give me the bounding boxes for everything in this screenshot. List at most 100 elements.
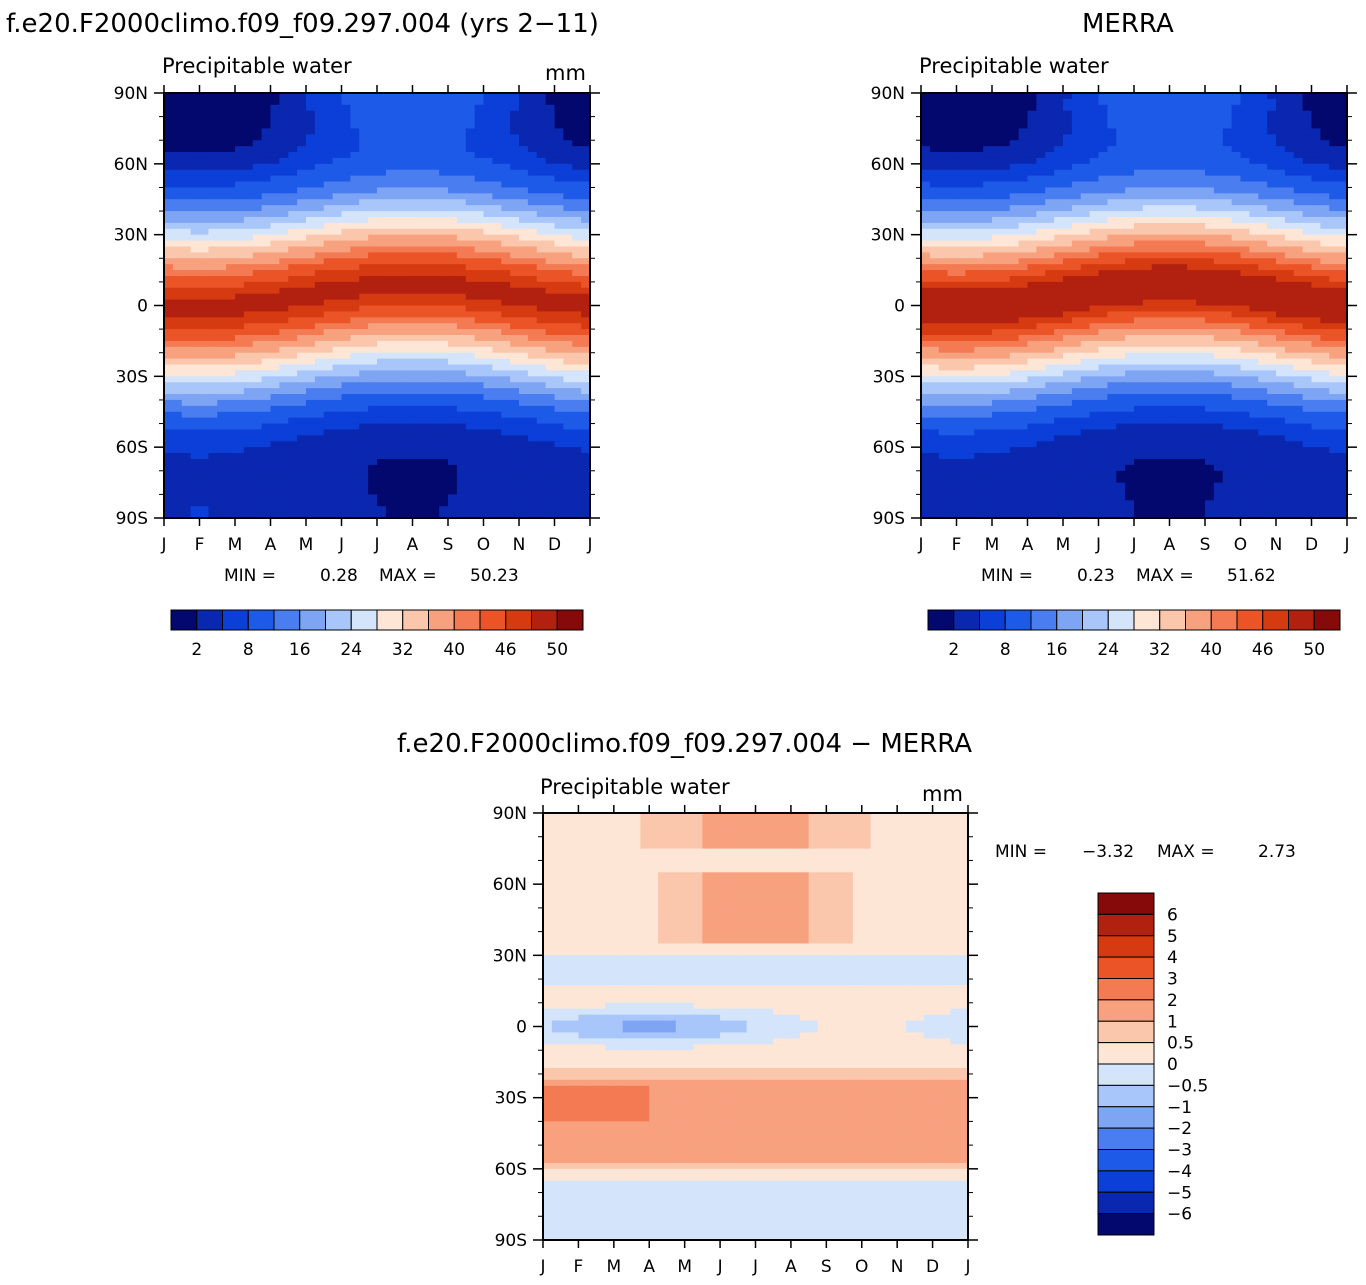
heat-cell [270,441,280,448]
heat-cell [385,287,396,295]
heat-cell [1284,93,1295,100]
heat-cell [226,152,236,159]
heat-cell [992,264,1002,271]
heat-cell [1222,169,1233,177]
heat-cell [1054,169,1064,177]
heat-cell [1293,216,1304,224]
heat-cell [394,258,405,265]
heat-cell [1125,122,1135,130]
heat-cell [1311,193,1321,200]
heat-cell [288,500,298,507]
heat-cell [1071,157,1082,165]
heat-cell [1213,175,1224,183]
heat-cell [510,110,520,118]
heat-cell [947,175,958,183]
heat-cell [377,494,387,501]
heat-cell [261,506,272,513]
heat-cell [208,482,218,490]
heat-cell [1080,169,1091,177]
heat-cell [394,482,405,490]
heat-cell [208,140,218,147]
heat-cell [252,388,263,395]
heat-cell [456,376,467,383]
heat-cell [288,299,298,307]
heat-cell [1284,240,1295,248]
heat-cell [456,411,467,419]
heat-cell [492,152,502,159]
heat-cell [938,104,949,112]
heat-cell [332,435,343,442]
heat-cell [164,258,174,265]
heat-cell [217,193,227,200]
heat-cell [235,476,245,484]
heat-cell [456,169,467,177]
heat-cell [350,281,360,289]
heat-cell [288,364,298,372]
heat-cell [243,270,254,277]
heat-cell [536,488,547,495]
heat-cell [235,470,245,478]
heat-cell [1178,193,1188,200]
heat-cell [519,93,529,100]
heat-cell [501,216,511,224]
heat-cell [1125,193,1135,200]
heat-cell [1196,216,1206,224]
heat-cell [164,287,174,295]
heat-cell [456,275,467,283]
heat-cell [332,216,343,224]
heat-cell [510,488,520,495]
heat-cell [226,93,236,100]
heat-cell [581,122,591,130]
heat-cell [536,293,547,301]
heat-cell [465,258,476,265]
heat-cell [563,152,573,159]
heat-cell [297,199,307,206]
heat-cell [332,299,343,307]
heat-cell [288,512,298,519]
heat-cell [1311,110,1321,118]
heat-cell [394,222,405,230]
heat-cell [1000,140,1011,147]
heat-cell [965,175,975,183]
heat-cell [314,382,325,389]
heat-cell [1071,98,1082,106]
heat-cell [306,140,316,147]
heat-cell [1054,193,1064,200]
heat-cell [243,417,254,425]
heat-cell [1258,199,1268,206]
heat-cell [235,205,245,212]
heat-cell [377,98,387,106]
heat-cell [270,358,280,366]
heat-cell [412,152,422,159]
heat-cell [545,98,556,106]
heat-cell [474,146,485,153]
heat-cell [1027,134,1037,141]
heat-cell [421,199,431,206]
heat-cell [448,340,458,348]
heat-cell [929,169,940,177]
heat-cell [554,335,564,342]
heat-cell [563,417,573,425]
heat-cell [279,417,289,425]
heat-cell [554,93,564,100]
heat-cell [394,228,405,236]
heat-cell [306,240,316,248]
heat-cell [164,388,174,395]
heat-cell [1142,181,1153,189]
heat-cell [181,405,192,413]
heat-cell [226,270,236,277]
heat-cell [279,435,289,442]
heat-cell [181,417,192,425]
heat-cell [385,394,396,401]
heat-cell [261,187,272,194]
heat-cell [536,281,547,289]
heat-cell [1009,128,1020,135]
heat-cell [403,222,414,230]
heat-cell [448,122,458,130]
heat-cell [1240,240,1250,248]
heat-cell [510,464,520,472]
heat-cell [581,222,591,230]
heat-cell [368,476,378,484]
heat-cell [1098,258,1108,265]
heat-cell [341,270,351,277]
